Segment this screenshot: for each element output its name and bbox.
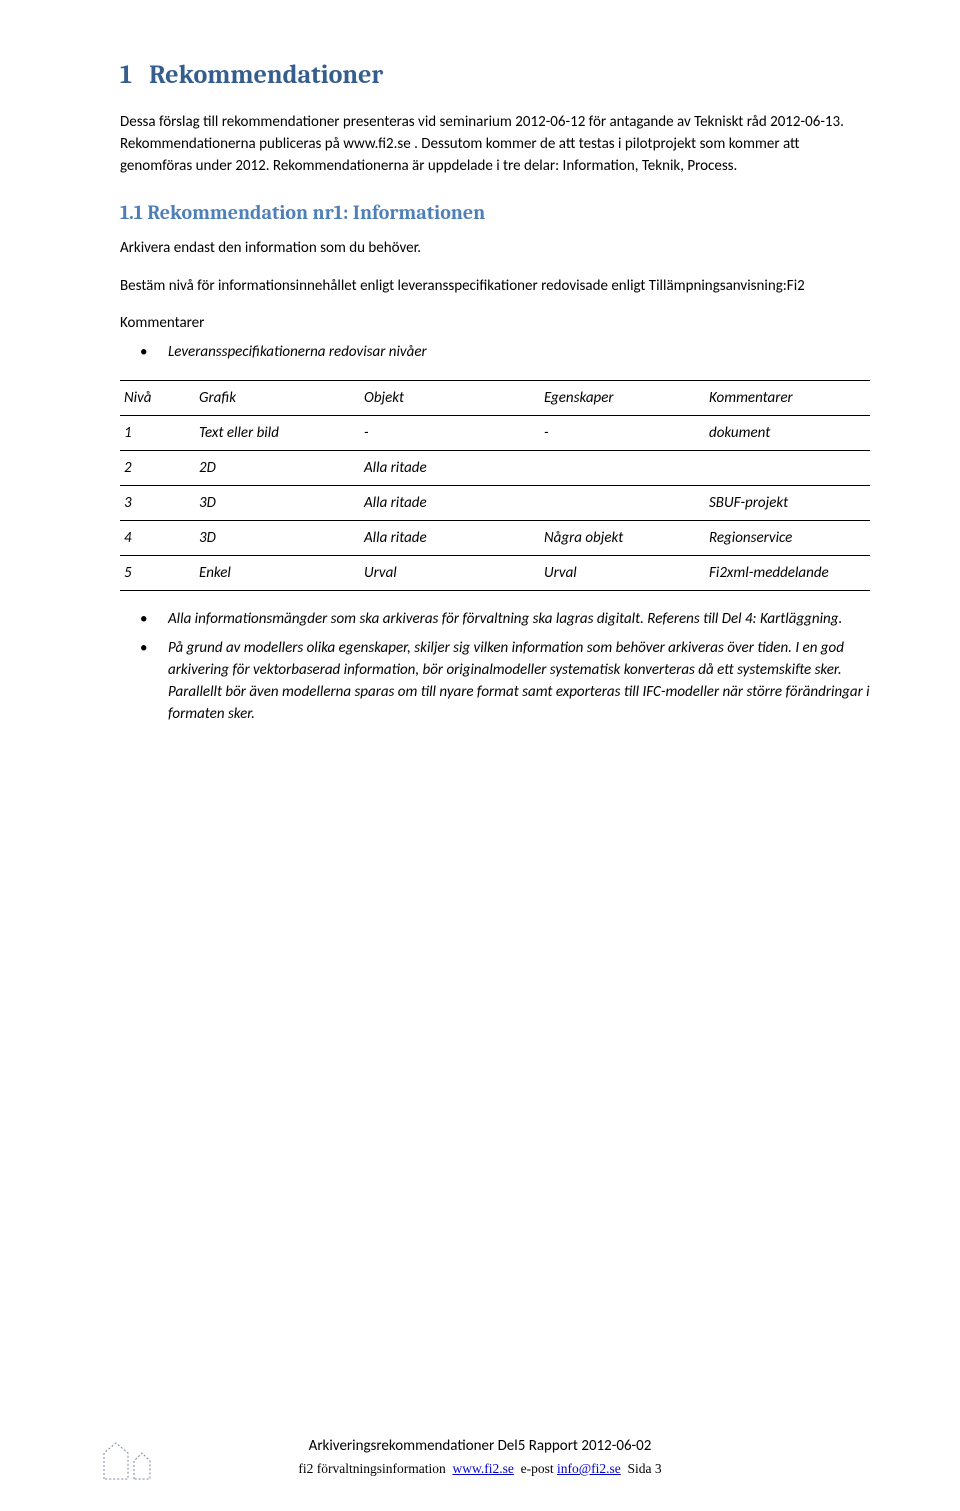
cell: -: [540, 415, 705, 450]
cell: 2D: [195, 450, 360, 485]
cell: 2: [120, 450, 195, 485]
cell: Fi2xml-meddelande: [705, 555, 870, 590]
post-table-bullets: Alla informationsmängder som ska arkiver…: [120, 609, 870, 726]
section-title-text: Rekommendationer: [149, 60, 383, 90]
levels-table: Nivå Grafik Objekt Egenskaper Kommentare…: [120, 380, 870, 591]
cell: Urval: [360, 555, 540, 590]
footer-info: fi2 förvaltningsinformation www.fi2.se e…: [0, 1461, 960, 1477]
cell: -: [360, 415, 540, 450]
table-header-row: Nivå Grafik Objekt Egenskaper Kommentare…: [120, 380, 870, 415]
footer-link-site[interactable]: www.fi2.se: [452, 1461, 513, 1476]
table-row: 1 Text eller bild - - dokument: [120, 415, 870, 450]
cell: dokument: [705, 415, 870, 450]
th-niva: Nivå: [120, 380, 195, 415]
subsection-title-text: Rekommendation nr1: Informationen: [147, 201, 485, 224]
comments-label: Kommentarer: [120, 314, 870, 332]
cell: Alla ritade: [360, 520, 540, 555]
cell: Regionservice: [705, 520, 870, 555]
table-row: 2 2D Alla ritade: [120, 450, 870, 485]
page-footer: Arkiveringsrekommendationer Del5 Rapport…: [0, 1437, 960, 1477]
intro-paragraph: Dessa förslag till rekommendationer pres…: [120, 112, 870, 177]
section-heading: 1 Rekommendationer: [120, 60, 870, 90]
footer-org: fi2 förvaltningsinformation: [298, 1461, 445, 1476]
table-row: 4 3D Alla ritade Några objekt Regionserv…: [120, 520, 870, 555]
cell: Alla ritade: [360, 485, 540, 520]
footer-epost-label: e-post: [521, 1461, 554, 1476]
cell: SBUF-projekt: [705, 485, 870, 520]
cell: Urval: [540, 555, 705, 590]
cell: 3D: [195, 520, 360, 555]
cell: [705, 450, 870, 485]
footer-link-email[interactable]: info@fi2.se: [557, 1461, 621, 1476]
cell: 5: [120, 555, 195, 590]
cell: Några objekt: [540, 520, 705, 555]
th-kommentarer: Kommentarer: [705, 380, 870, 415]
bullet-item: Leveransspecifikationerna redovisar nivå…: [120, 342, 870, 364]
table-row: 5 Enkel Urval Urval Fi2xml-meddelande: [120, 555, 870, 590]
table-row: 3 3D Alla ritade SBUF-projekt: [120, 485, 870, 520]
subsection-p2: Bestäm nivå för informationsinnehållet e…: [120, 276, 870, 298]
footer-sida-label: Sida: [628, 1461, 652, 1476]
pre-table-bullets: Leveransspecifikationerna redovisar nivå…: [120, 342, 870, 364]
cell: 4: [120, 520, 195, 555]
bullet-item: Alla informationsmängder som ska arkiver…: [120, 609, 870, 631]
subsection-number: 1.1: [120, 201, 143, 224]
section-number: 1: [120, 60, 132, 90]
page: 1 Rekommendationer Dessa förslag till re…: [0, 0, 960, 1511]
cell: Text eller bild: [195, 415, 360, 450]
cell: Enkel: [195, 555, 360, 590]
th-grafik: Grafik: [195, 380, 360, 415]
subsection-heading: 1.1 Rekommendation nr1: Informationen: [120, 201, 870, 224]
bullet-item: På grund av modellers olika egenskaper, …: [120, 638, 870, 725]
footer-page-number: 3: [655, 1461, 662, 1476]
cell: 1: [120, 415, 195, 450]
th-egenskaper: Egenskaper: [540, 380, 705, 415]
cell: 3: [120, 485, 195, 520]
cell: Alla ritade: [360, 450, 540, 485]
cell: [540, 450, 705, 485]
subsection-p1: Arkivera endast den information som du b…: [120, 238, 870, 260]
cell: 3D: [195, 485, 360, 520]
th-objekt: Objekt: [360, 380, 540, 415]
cell: [540, 485, 705, 520]
footer-title: Arkiveringsrekommendationer Del5 Rapport…: [0, 1437, 960, 1455]
